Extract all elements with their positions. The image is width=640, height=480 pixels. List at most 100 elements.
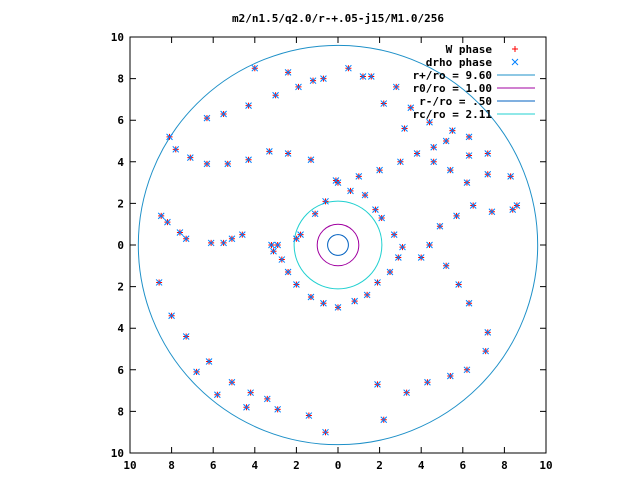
drho-phase-point-76 xyxy=(266,148,273,155)
drho-phase-point-83 xyxy=(203,114,211,122)
x-tick-label-10: 10 xyxy=(539,459,552,472)
x-tick-label-9: 8 xyxy=(501,459,508,472)
drho-phase-point-35 xyxy=(182,333,190,340)
y-tick-label-10: 10 xyxy=(111,31,124,44)
drho-phase-point-69 xyxy=(413,150,421,157)
drho-phase-point-21 xyxy=(394,254,402,261)
chart-title: m2/n1.5/q2.0/r-+.05-j15/M1.0/256 xyxy=(232,12,444,25)
drho-phase-point-41 xyxy=(214,391,221,399)
y-tick-label-1: 8 xyxy=(117,405,124,418)
drho-phase-point-48 xyxy=(403,389,410,397)
drho-phase-point-61 xyxy=(469,202,477,209)
reference-circles xyxy=(137,44,539,446)
legend-label-5: rc/ro = 2.11 xyxy=(413,108,493,121)
legend-entry-2: r+/ro = 9.60 xyxy=(413,69,535,82)
drho-phase-point-74 xyxy=(307,156,315,164)
drho-phase-point-1 xyxy=(164,218,171,226)
data-points xyxy=(155,64,521,436)
y-tick-label-9: 8 xyxy=(117,73,124,86)
drho-phase-point-71 xyxy=(376,166,383,174)
drho-phase-point-77 xyxy=(245,156,252,164)
drho-phase-point-95 xyxy=(465,133,473,141)
drho-phase-point-40 xyxy=(193,368,200,376)
drho-phase-point-56 xyxy=(442,262,450,270)
drho-phase-point-50 xyxy=(446,372,454,380)
drho-phase-point-39 xyxy=(263,395,271,403)
drho-phase-point-26 xyxy=(334,304,342,311)
drho-phase-point-27 xyxy=(320,299,327,307)
drho-phase-point-91 xyxy=(392,83,400,91)
drho-phase-point-59 xyxy=(436,222,444,230)
drho-phase-point-49 xyxy=(424,378,431,386)
y-tick-label-4: 2 xyxy=(117,281,124,294)
drho-phase-point-18 xyxy=(378,214,386,222)
circle-3 xyxy=(293,200,383,290)
drho-phase-point-7 xyxy=(238,231,246,238)
x-tick-label-6: 2 xyxy=(376,459,383,472)
drho-phase-point-94 xyxy=(449,127,456,134)
drho-phase-point-82 xyxy=(166,133,173,141)
drho-phase-point-90 xyxy=(367,73,375,80)
drho-phase-point-34 xyxy=(168,312,175,320)
circle-0 xyxy=(137,44,539,446)
drho-phase-point-12 xyxy=(311,210,319,218)
x-tick-label-7: 4 xyxy=(418,459,425,472)
drho-phase-point-98 xyxy=(251,64,259,72)
x-tick-label-2: 6 xyxy=(210,459,217,472)
legend-label-2: r+/ro = 9.60 xyxy=(413,69,492,82)
legend-entry-5: rc/ro = 2.11 xyxy=(413,108,535,121)
drho-phase-point-89 xyxy=(345,64,352,72)
drho-phase-point-5 xyxy=(220,239,227,247)
drho-phase-point-13 xyxy=(322,197,329,205)
drho-phase-point-75 xyxy=(284,150,292,157)
drho-phase-point-60 xyxy=(453,212,460,220)
drho-phase-point-46 xyxy=(380,416,388,424)
drho-phase-point-8 xyxy=(268,241,275,249)
legend-label-4: r-/ro = .50 xyxy=(419,95,492,108)
drho-phase-point-64 xyxy=(513,202,521,209)
drho-phase-point-11 xyxy=(297,231,304,238)
drho-phase-point-92 xyxy=(407,104,415,112)
drho-phase-point-72 xyxy=(355,173,363,180)
circle-2 xyxy=(327,234,349,256)
drho-phase-point-9 xyxy=(270,247,277,255)
y-tick-label-3: 4 xyxy=(117,322,124,335)
drho-phase-point-32 xyxy=(274,241,282,249)
drho-phase-point-67 xyxy=(442,137,450,145)
y-tick-label-2: 6 xyxy=(117,364,124,377)
drho-phase-point-88 xyxy=(320,75,327,82)
y-tick-label-7: 4 xyxy=(117,156,124,169)
legend-label-1: drho phase xyxy=(426,56,493,69)
drho-phase-point-24 xyxy=(363,291,371,299)
drho-phase-point-37 xyxy=(228,378,236,386)
drho-phase-point-42 xyxy=(243,403,250,411)
drho-phase-point-15 xyxy=(347,187,354,195)
legend-entry-3: r0/ro = 1.00 xyxy=(413,82,535,95)
drho-phase-point-47 xyxy=(374,381,381,388)
x-tick-label-5: 0 xyxy=(335,459,342,472)
drho-phase-point-68 xyxy=(430,143,438,151)
drho-phase-point-101 xyxy=(359,73,367,80)
drho-phase-point-51 xyxy=(463,366,471,374)
drho-phase-point-78 xyxy=(224,160,232,168)
drho-phase-point-104 xyxy=(430,158,438,166)
legend-entry-4: r-/ro = .50 xyxy=(419,95,535,108)
legend-entry-0: W phase xyxy=(446,43,518,56)
y-tick-label-8: 6 xyxy=(117,114,124,127)
drho-phase-point-62 xyxy=(488,208,496,216)
drho-phase-point-79 xyxy=(203,160,211,168)
drho-phase-point-6 xyxy=(228,235,236,243)
drho-phase-point-44 xyxy=(305,412,313,419)
legend-label-0: W phase xyxy=(446,43,493,56)
drho-phase-point-23 xyxy=(374,279,381,286)
legend-entry-1: drho phase xyxy=(426,56,519,69)
drho-phase-point-33 xyxy=(155,279,163,286)
drho-phase-point-65 xyxy=(484,170,492,178)
drho-phase-point-29 xyxy=(293,281,300,288)
legend-swatch-0 xyxy=(512,46,518,52)
drho-phase-point-36 xyxy=(205,358,213,365)
drho-phase-point-102 xyxy=(380,100,388,107)
drho-phase-point-45 xyxy=(322,428,329,436)
drho-phase-point-54 xyxy=(465,299,473,307)
drho-phase-point-19 xyxy=(390,231,398,238)
